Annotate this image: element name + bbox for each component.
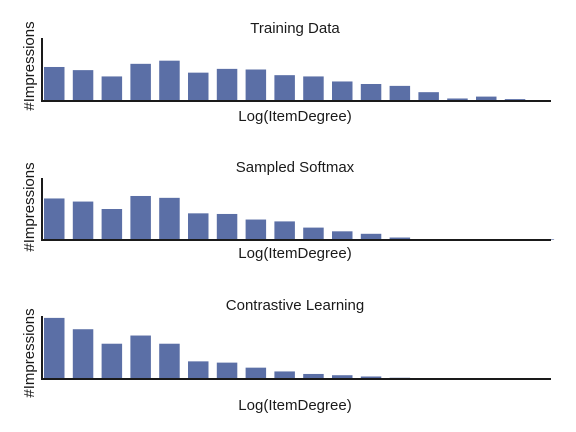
bar: [130, 63, 151, 101]
bar: [44, 198, 65, 240]
bar: [72, 201, 94, 240]
panel-training-data: Training Data #Impressions Log(ItemDegre…: [21, 20, 551, 125]
bar: [245, 367, 267, 379]
bar: [245, 219, 267, 240]
x-axis-label: Log(ItemDegree): [238, 397, 351, 414]
bar: [332, 375, 353, 379]
bar: [303, 76, 324, 101]
panel-sampled-softmax: Sampled Softmax #Impressions Log(ItemDeg…: [21, 159, 555, 262]
panel-contrastive-learning: Contrastive Learning #Impressions Log(It…: [21, 297, 551, 414]
bar: [360, 376, 382, 379]
bar: [332, 81, 353, 101]
bar: [274, 75, 295, 101]
chart-title: Contrastive Learning: [226, 297, 364, 314]
bar: [418, 92, 439, 101]
bar: [44, 317, 65, 379]
bar: [130, 335, 151, 379]
bar: [303, 373, 324, 379]
bar: [130, 195, 151, 240]
bar: [245, 69, 267, 101]
bar: [72, 70, 94, 101]
bar: [274, 371, 295, 379]
bar: [216, 362, 238, 379]
bar: [303, 227, 324, 240]
x-axis-label: Log(ItemDegree): [238, 245, 351, 262]
x-axis-label: Log(ItemDegree): [238, 108, 351, 125]
chart-title: Sampled Softmax: [236, 159, 355, 176]
bar: [360, 83, 382, 101]
bar: [447, 98, 468, 101]
bar: [476, 96, 497, 101]
bar: [188, 72, 209, 101]
y-axis-label: #Impressions: [21, 162, 38, 251]
bar: [216, 213, 238, 240]
bar: [188, 361, 209, 379]
y-axis-label: #Impressions: [21, 308, 38, 397]
bar: [389, 237, 411, 240]
bar: [274, 221, 295, 240]
bar: [159, 343, 180, 379]
y-axis-label: #Impressions: [21, 21, 38, 110]
bar: [216, 68, 238, 101]
bar: [159, 60, 180, 101]
bar: [360, 233, 382, 240]
chart-title: Training Data: [250, 20, 340, 37]
bar: [101, 209, 123, 240]
bar: [72, 329, 94, 379]
bar: [332, 231, 353, 240]
bar: [389, 85, 411, 101]
bar: [44, 66, 65, 101]
bar: [101, 343, 123, 379]
bar: [188, 213, 209, 240]
bar: [159, 197, 180, 240]
bar: [101, 76, 123, 101]
